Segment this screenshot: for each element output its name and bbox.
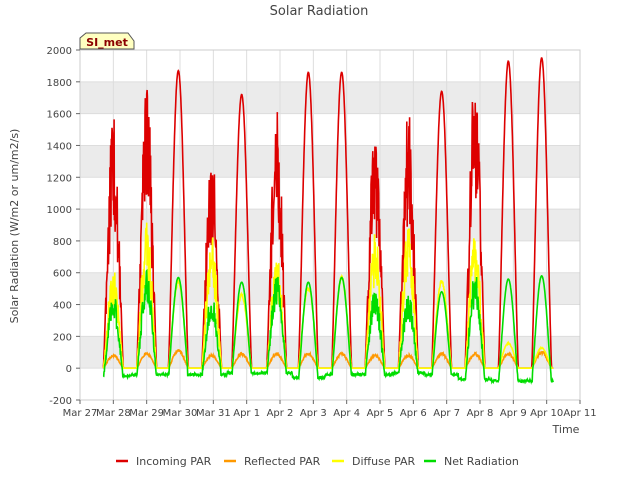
series-lines	[102, 57, 555, 385]
legend: Incoming PAR Reflected PAR Diffuse PAR Net …	[116, 455, 519, 468]
grid-band	[80, 272, 580, 305]
legend-item: Reflected PAR	[224, 455, 321, 468]
y-tick-label: 600	[53, 269, 72, 280]
legend-item: Diffuse PAR	[332, 455, 416, 468]
x-tick-label: Apr 11	[563, 408, 596, 419]
legend-item: Incoming PAR	[116, 455, 212, 468]
site-badge-label: SI_met	[86, 36, 128, 49]
chart-title: Solar Radiation	[270, 4, 369, 19]
x-tick-label: Apr 6	[400, 408, 427, 419]
x-tick-label: Mar 27	[63, 408, 98, 419]
y-tick-label: 1000	[47, 205, 72, 216]
y-tick-label: 1800	[47, 78, 72, 89]
y-tick-label: 0	[66, 364, 72, 375]
y-tick-label: 1200	[47, 173, 72, 184]
x-tick-label: Mar 31	[196, 408, 231, 419]
legend-label: Incoming PAR	[136, 455, 212, 468]
grid-band	[80, 145, 580, 178]
y-tick-label: 1400	[47, 141, 72, 152]
x-tick-label: Apr 8	[467, 408, 494, 419]
y-axis: -200 0 200 400 600 800 1000 1200 1400 1600 1800 200…	[47, 46, 80, 407]
legend-label: Diffuse PAR	[352, 455, 416, 468]
legend-item: Net Radiation	[424, 455, 519, 468]
y-tick-label: 2000	[47, 46, 72, 57]
y-tick-label: 1600	[47, 110, 72, 121]
site-badge: SI_met	[79, 32, 135, 50]
x-tick-label: Apr 9	[500, 408, 527, 419]
grid-band	[80, 209, 580, 241]
x-tick-label: Apr 10	[530, 408, 563, 419]
x-tick-label: Apr 1	[233, 408, 260, 419]
plot-border	[79, 49, 581, 401]
y-axis-label: Solar Radiation (W/m2 or um/m2/s)	[8, 129, 21, 324]
legend-label: Net Radiation	[444, 455, 519, 468]
x-tick-label: Apr 3	[300, 408, 327, 419]
series-diffuse-par	[102, 222, 554, 369]
x-tick-label: Apr 7	[433, 408, 460, 419]
plot-background	[80, 50, 580, 400]
x-tick-label: Apr 4	[333, 408, 360, 419]
grid-band	[80, 81, 580, 114]
y-tick-label: 200	[53, 332, 72, 343]
x-tick-label: Apr 2	[267, 408, 294, 419]
y-tick-label: 800	[53, 237, 72, 248]
x-tick-label: Mar 28	[96, 408, 131, 419]
series-net-radiation	[102, 268, 555, 385]
legend-label: Reflected PAR	[244, 455, 321, 468]
y-tick-label: 400	[53, 301, 72, 312]
x-tick-label: Mar 30	[163, 408, 198, 419]
x-tick-label: Apr 5	[367, 408, 394, 419]
y-tick-label: -200	[49, 396, 72, 407]
grid-band	[80, 336, 580, 369]
x-axis-label: Time	[552, 423, 580, 436]
x-tick-label: Mar 29	[129, 408, 164, 419]
